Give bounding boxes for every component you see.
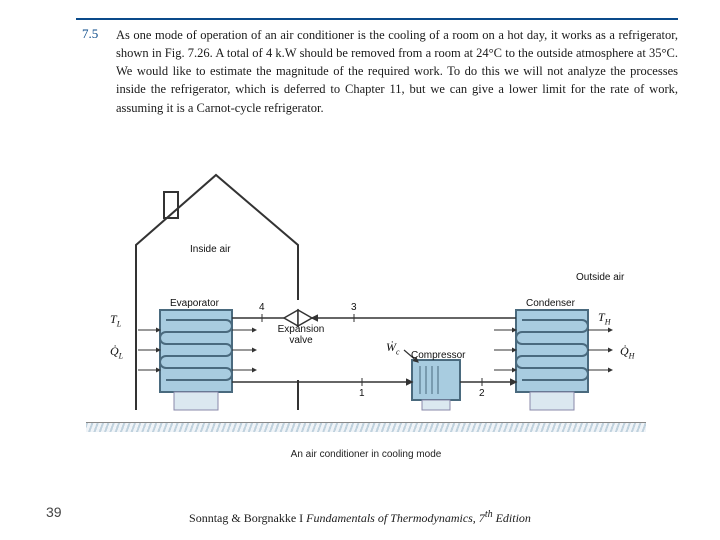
ql-sym: Q̇ <box>110 344 119 358</box>
ql-sub: L <box>119 351 123 360</box>
example-number: 7.5 <box>82 26 98 42</box>
label-work-c: Ẇc <box>386 340 400 356</box>
wc-sub: c <box>396 347 400 356</box>
tl-sub: L <box>117 319 121 328</box>
th-sub: H <box>605 317 611 326</box>
label-compressor: Compressor <box>411 350 465 361</box>
node-1: 1 <box>359 388 365 399</box>
diagram-figure: Inside air Outside air Evaporator Conden… <box>86 160 646 460</box>
diagram-svg <box>86 160 646 460</box>
label-expansion-valve: Expansion valve <box>276 324 326 346</box>
problem-text: As one mode of operation of an air condi… <box>116 26 678 117</box>
label-q-low: Q̇L <box>110 344 123 360</box>
node-3: 3 <box>351 302 357 313</box>
node-4: 4 <box>259 302 265 313</box>
label-inside-air: Inside air <box>190 244 231 255</box>
footer-author: Sonntag & Borgnakke <box>189 511 296 525</box>
label-outside-air: Outside air <box>576 272 624 283</box>
qh-sub: H <box>629 351 635 360</box>
footer-sup: th <box>485 509 493 520</box>
top-rule <box>76 18 678 20</box>
label-condenser: Condenser <box>526 298 575 309</box>
label-t-low: TL <box>110 312 121 328</box>
qh-sym: Q̇ <box>620 344 629 358</box>
label-t-high: TH <box>598 310 610 326</box>
figure-caption: An air conditioner in cooling mode <box>86 449 646 460</box>
th-sym: T <box>598 310 605 324</box>
ground-hatch <box>86 422 646 432</box>
tl-sym: T <box>110 312 117 326</box>
label-q-high: Q̇H <box>620 344 634 360</box>
footer-sep: I <box>296 511 306 525</box>
footer-tail: Edition <box>493 511 531 525</box>
footer-citation: Sonntag & Borgnakke I Fundamentals of Th… <box>0 509 720 526</box>
footer-title: Fundamentals of Thermodynamics, 7 <box>306 511 485 525</box>
wc-sym: Ẇ <box>386 340 396 354</box>
node-2: 2 <box>479 388 485 399</box>
label-evaporator: Evaporator <box>170 298 219 309</box>
